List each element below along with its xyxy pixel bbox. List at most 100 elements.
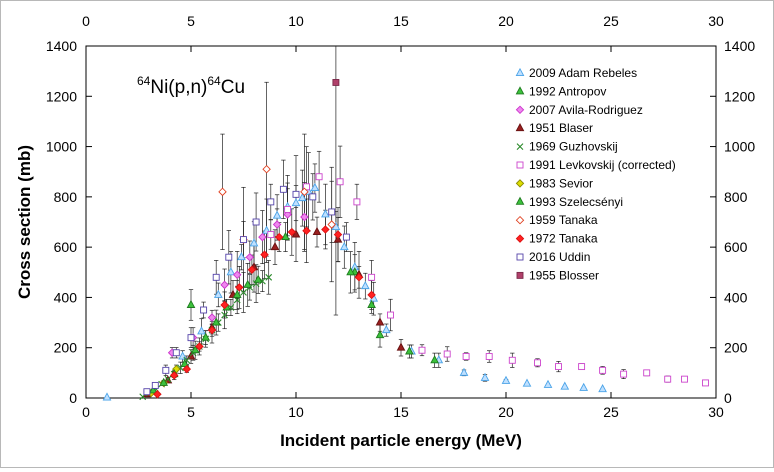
data-point (321, 209, 330, 218)
data-point (284, 205, 292, 213)
data-point (153, 389, 162, 399)
data-point (360, 280, 370, 290)
x-tick-label-top: 5 (187, 13, 195, 29)
y-tick-label-left: 400 (54, 289, 78, 305)
legend-label: 1969 Guzhovskij (529, 140, 618, 154)
y-tick-label-right: 800 (724, 189, 748, 205)
y-tick-label-left: 0 (69, 390, 77, 406)
data-point (543, 379, 553, 388)
y-tick-label-right: 200 (724, 340, 748, 356)
data-point (321, 225, 330, 234)
legend: 2009 Adam Rebeles 1992 Antropov 2007 Avila… (515, 66, 676, 282)
data-point (243, 279, 253, 288)
x-tick-label-bottom: 15 (393, 404, 409, 420)
data-point (534, 359, 541, 367)
y-tick-label-left: 600 (54, 239, 78, 255)
y-tick-label-right: 1000 (724, 139, 755, 155)
reaction-title-sup1: 64 (137, 74, 151, 88)
data-point (148, 385, 158, 394)
data-point (245, 252, 255, 262)
data-point (309, 193, 317, 201)
data-point (560, 381, 570, 390)
x-tick-label-top: 30 (708, 13, 724, 29)
data-point (195, 342, 204, 351)
data-point (226, 267, 236, 276)
data-point (252, 218, 260, 226)
data-point (375, 317, 385, 326)
data-point (342, 233, 350, 241)
data-point (367, 290, 376, 300)
data-point (172, 349, 180, 357)
data-point (212, 273, 220, 281)
data-point (207, 325, 217, 335)
data-point (169, 371, 179, 380)
x-tick-label-bottom: 5 (187, 404, 195, 420)
data-point (300, 212, 309, 222)
data-point (598, 384, 607, 393)
series-1991-levkovskij-corrected- (267, 173, 709, 387)
data-point (328, 208, 336, 216)
legend-label: 2016 Uddin (529, 250, 590, 264)
data-point (283, 210, 292, 219)
data-point (387, 311, 394, 319)
data-point (143, 388, 151, 396)
y-tick-label-left: 800 (54, 189, 78, 205)
legend-label: 1951 Blaser (529, 121, 593, 135)
legend-entry: 1991 Levkovskij (corrected) (516, 158, 676, 172)
data-point (578, 363, 586, 371)
data-point (272, 220, 282, 229)
data-point (485, 353, 493, 360)
data-point (232, 289, 242, 298)
legend-label: 1972 Tanaka (529, 232, 598, 246)
x-axis-label: Incident particle energy (MeV) (280, 431, 522, 450)
data-point (274, 232, 284, 242)
data-point (508, 356, 516, 364)
legend-marker (515, 215, 525, 225)
data-point (681, 375, 688, 383)
data-point (336, 178, 344, 186)
data-point (279, 185, 287, 193)
legend-entry: 1992 Antropov (515, 84, 606, 98)
y-tick-label-right: 600 (724, 239, 748, 255)
data-point (462, 353, 470, 360)
data-point (346, 267, 355, 276)
series-2016-uddin (143, 185, 350, 396)
data-point (211, 317, 221, 326)
x-tick-label-top: 10 (288, 13, 304, 29)
legend-label: 1992 Antropov (529, 84, 606, 98)
data-point (235, 283, 244, 292)
x-tick-label-top: 0 (82, 13, 90, 29)
legend-entry: 1951 Blaser (515, 121, 593, 135)
data-point (237, 252, 246, 261)
data-point (297, 192, 307, 202)
data-point (233, 296, 241, 304)
data-point (270, 241, 280, 251)
data-point (353, 198, 361, 206)
data-point (225, 253, 233, 261)
data-point (300, 187, 309, 197)
data-point (102, 392, 112, 401)
data-point (180, 358, 190, 368)
x-tick-label-bottom: 30 (708, 404, 724, 420)
y-tick-label-right: 1400 (724, 38, 755, 54)
data-point (315, 173, 323, 181)
data-point (302, 226, 311, 236)
legend-entry: 1969 Guzhovskij (516, 140, 618, 154)
data-point (643, 369, 651, 377)
data-point (207, 313, 217, 322)
data-point (287, 227, 297, 237)
data-point (258, 232, 267, 242)
reaction-title-sup2: 64 (207, 74, 221, 88)
data-point (312, 226, 322, 236)
x-tick-label-bottom: 0 (82, 404, 90, 420)
data-point (260, 250, 269, 259)
legend-entry: 1959 Tanaka (515, 213, 598, 227)
data-point (240, 236, 247, 244)
data-point (201, 332, 211, 341)
y-tick-label-right: 0 (724, 390, 732, 406)
data-point (232, 270, 242, 280)
data-point (332, 79, 340, 86)
